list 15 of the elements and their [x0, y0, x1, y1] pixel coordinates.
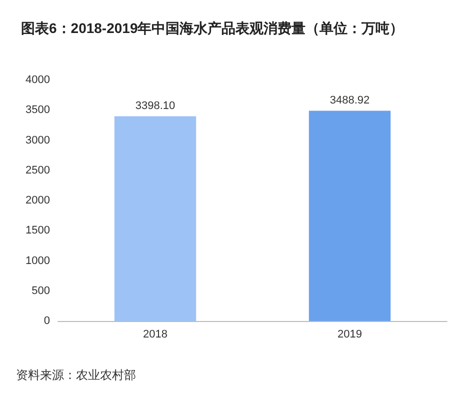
x-tick-label: 2019 [338, 328, 362, 340]
text: 资料来源：农业农村部 [16, 368, 136, 382]
y-tick-label: 2500 [26, 164, 50, 176]
y-tick-label: 4000 [26, 74, 50, 86]
x-tick-label: 2018 [143, 328, 168, 340]
y-tick-label: 3500 [26, 104, 50, 116]
y-tick-label: 2000 [26, 194, 50, 206]
chart-title: 图表6：2018-2019年中国海水产品表观消费量（单位：万吨） [21, 20, 404, 36]
y-tick-label: 1500 [26, 224, 50, 237]
data-label: 3398.10 [135, 100, 176, 112]
y-tick-label: 3000 [26, 134, 50, 146]
data-label: 3488.92 [330, 94, 370, 106]
y-tick-label: 1000 [26, 254, 50, 267]
y-tick-label: 500 [32, 284, 50, 297]
y-tick-label: 0 [44, 315, 50, 327]
